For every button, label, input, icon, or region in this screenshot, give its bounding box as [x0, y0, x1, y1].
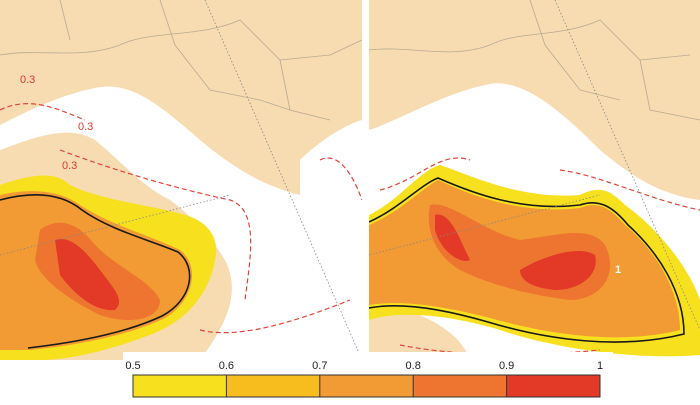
map-panel-left: 0.3 0.3 0.3: [0, 0, 362, 360]
tick-label: 0.7: [312, 360, 327, 372]
contour-label: 0.3: [20, 74, 35, 86]
tick-label: 0.5: [125, 360, 140, 372]
tick-label: 1: [597, 360, 603, 372]
colorbar: 0.5 0.6 0.7 0.8 0.9 1: [123, 352, 613, 405]
contour-label: 1: [615, 264, 621, 276]
color-bin: [226, 375, 320, 397]
map-panel-right: 1: [369, 0, 700, 360]
color-bin: [319, 375, 414, 397]
color-bin: [133, 375, 227, 397]
tick-label: 0.9: [499, 360, 514, 372]
contour-label: 0.3: [62, 160, 77, 172]
color-bin: [413, 375, 507, 397]
tick-label: 0.8: [406, 360, 421, 372]
color-bin: [506, 375, 600, 397]
tick-label: 0.6: [219, 360, 234, 372]
contour-label: 0.3: [78, 121, 93, 133]
